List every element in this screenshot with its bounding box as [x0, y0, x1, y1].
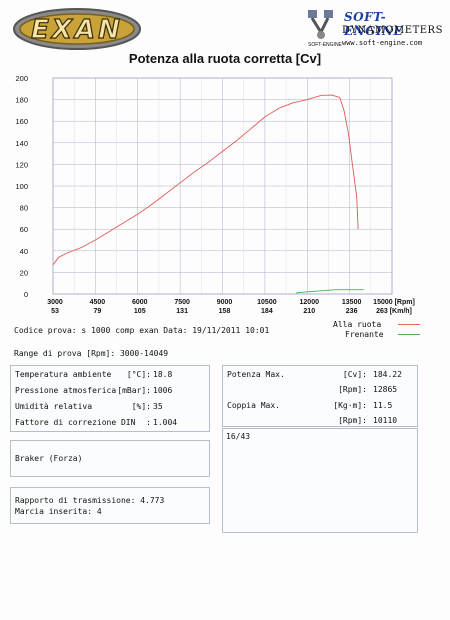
- series-line-frenante: [295, 289, 364, 294]
- x-tick-rpm: 7500: [174, 299, 190, 306]
- x-tick-rpm: 6000: [132, 299, 148, 306]
- rapporto-trasmissione: Rapporto di trasmissione: 4.773: [15, 496, 165, 505]
- x-tick-kmh: 79: [93, 308, 101, 315]
- soft-engine-brand: SOFT-ENGINE DYNAMOMETERS www.soft-engine…: [300, 8, 443, 52]
- corr-value: 1.004: [153, 418, 178, 427]
- chart-grid: [52, 77, 393, 295]
- codice-prova: Codice prova: s 1000 comp exan Data: 19/…: [14, 326, 270, 335]
- x-tick-kmh: 131: [176, 308, 188, 315]
- y-tick-label: 0: [24, 290, 28, 299]
- max-power-box: Potenza Max. [Cv]: 184.22 [Rpm]: 12865 C…: [222, 365, 418, 427]
- transmission-box: Rapporto di trasmissione: 4.773 Marcia i…: [10, 487, 210, 524]
- chart-series: [52, 94, 364, 294]
- x-tick-rpm: 4500: [90, 299, 106, 306]
- logo-text: EXAN: [31, 15, 123, 45]
- temp-label: Temperatura ambiente: [15, 370, 112, 379]
- y-tick-label: 200: [15, 74, 28, 83]
- exan-logo: EXAN: [12, 7, 142, 51]
- brand-name: SOFT-ENGINE: [344, 10, 404, 38]
- corr-unit: :: [146, 418, 151, 427]
- y-tick-label: 60: [20, 225, 28, 234]
- coppia-unit: [Kg·m]:: [333, 401, 367, 410]
- coppia-label: Coppia Max.: [227, 401, 280, 410]
- brand-subtitle: DYNAMOMETERS: [342, 25, 443, 36]
- y-tick-label: 20: [20, 268, 28, 277]
- y-tick-label: 80: [20, 204, 28, 213]
- pot-rpm-unit: [Rpm]:: [338, 385, 367, 394]
- x-tick-rpm: 9000: [217, 299, 233, 306]
- x-tick-rpm: 3000: [47, 299, 63, 306]
- corr-label: Fattore di correzione DIN: [15, 418, 136, 427]
- pot-label: Potenza Max.: [227, 370, 285, 379]
- pot-unit: [Cv]:: [342, 370, 367, 379]
- coppia-value: 11.5: [373, 401, 393, 410]
- x-tick-rpm: 12000: [300, 299, 320, 306]
- x-tick-kmh: 236: [346, 308, 358, 315]
- ambient-conditions-box: Temperatura ambiente [°C]: 18.8 Pression…: [10, 365, 210, 432]
- marcia-inserita: Marcia inserita: 4: [15, 507, 102, 516]
- coppia-rpm-value: 10110: [373, 416, 398, 425]
- hum-value: 35: [153, 402, 163, 411]
- x-tick-kmh: 263 [Km/h]: [376, 308, 412, 315]
- temp-value: 18.8: [153, 370, 173, 379]
- temp-unit: [°C]:: [126, 370, 151, 379]
- x-axis-ticks: 3000 53 4500 79 6000 105 7500 131 9000 158 10500 18…: [47, 299, 415, 315]
- legend-swatch-alla-ruota: [398, 324, 420, 325]
- brand-tag: SOFT-ENGINE: [308, 42, 342, 48]
- y-tick-label: 140: [15, 139, 28, 148]
- hum-unit: [%]:: [131, 402, 151, 411]
- x-tick-kmh: 210: [303, 308, 315, 315]
- y-tick-label: 120: [15, 160, 28, 169]
- braker-box: Braker (Forza): [10, 440, 210, 477]
- y-tick-label: 180: [15, 96, 28, 105]
- y-tick-label: 40: [20, 247, 28, 256]
- legend-alla-ruota: Alla ruota: [333, 320, 382, 329]
- pistons-icon: [308, 10, 333, 39]
- press-unit: [mBar]:: [117, 386, 151, 395]
- x-tick-rpm: 13500: [342, 299, 362, 306]
- braker-label: Braker (Forza): [15, 454, 83, 463]
- coppia-rpm-unit: [Rpm]:: [338, 416, 367, 425]
- legend-swatch-frenante: [398, 334, 420, 335]
- hum-label: Umidità relativa: [15, 402, 93, 411]
- page-number: 16/43: [226, 432, 251, 441]
- press-value: 1006: [153, 386, 173, 395]
- x-tick-kmh: 105: [134, 308, 146, 315]
- pot-rpm-value: 12865: [373, 385, 398, 394]
- press-label: Pressione atmosferica: [15, 386, 117, 395]
- y-tick-label: 160: [15, 117, 28, 126]
- x-tick-kmh: 184: [261, 308, 273, 315]
- brand-url: www.soft-engine.com: [342, 39, 423, 47]
- chart-title: Potenza alla ruota corretta [Cv]: [128, 51, 322, 66]
- x-tick-kmh: 53: [51, 308, 59, 315]
- page-number-box: 16/43: [222, 428, 418, 533]
- y-tick-label: 100: [15, 182, 28, 191]
- range-di-prova: Range di prova [Rpm]: 3000-14049: [14, 349, 169, 358]
- x-tick-kmh: 158: [219, 308, 231, 315]
- x-tick-rpm: 15000 [Rpm]: [373, 299, 415, 306]
- series-line-alla-ruota: [52, 94, 359, 266]
- x-tick-rpm: 10500: [257, 299, 277, 306]
- legend-frenante: Frenante: [345, 330, 384, 339]
- pot-value: 184.22: [373, 370, 402, 379]
